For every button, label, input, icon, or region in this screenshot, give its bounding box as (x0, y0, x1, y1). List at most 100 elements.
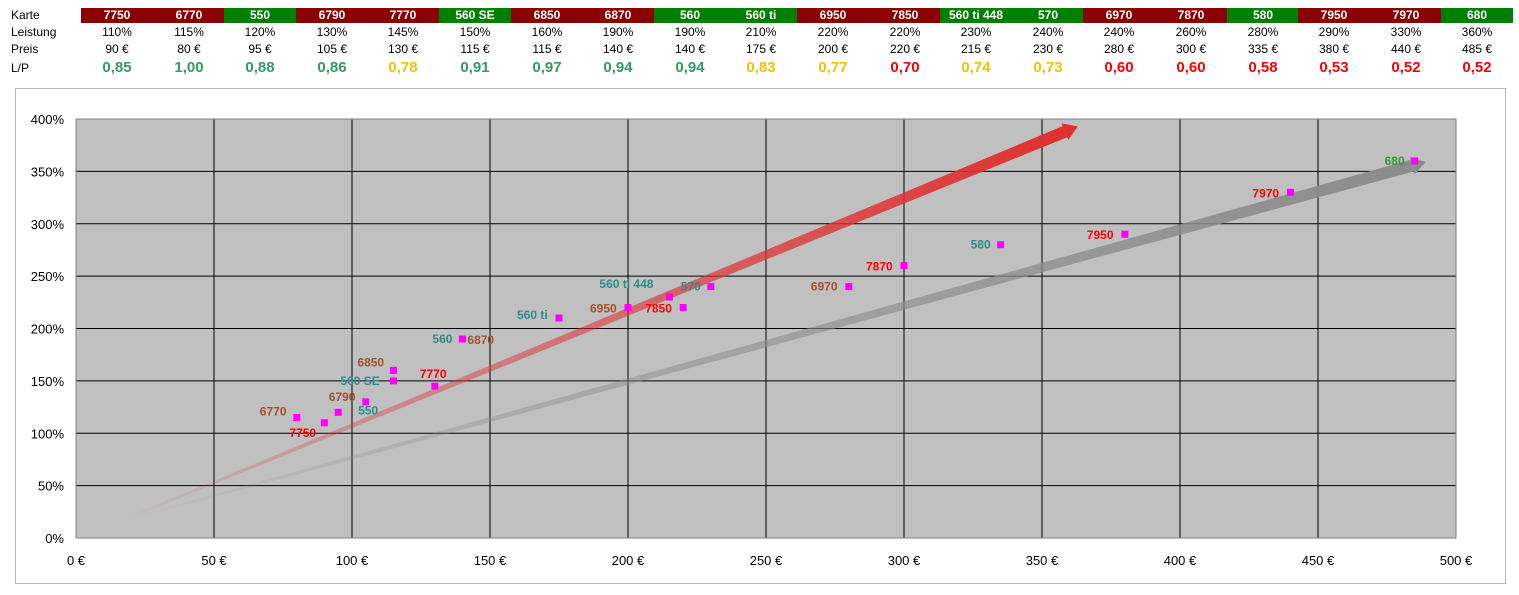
data-label: 7870 (866, 260, 893, 274)
data-label: 6950 (590, 302, 617, 316)
table-cell-leistung: 210% (745, 25, 777, 39)
y-tick-label: 250% (31, 269, 65, 284)
data-point (1121, 230, 1129, 238)
table-cell-karte: 7870 (1155, 8, 1227, 23)
table-cell-karte: 570 (1012, 8, 1084, 23)
data-label: 550 (358, 403, 378, 417)
y-tick-label: 100% (31, 426, 65, 441)
data-label: 7970 (1252, 186, 1279, 200)
table-cell-karte: 580 (1227, 8, 1299, 23)
table-cell-leistung: 240% (1103, 25, 1135, 39)
table-cell-preis: 140 € (602, 42, 634, 56)
data-point (845, 283, 853, 291)
data-label: 6870 (467, 333, 494, 347)
y-tick-label: 300% (31, 217, 65, 232)
table-cell-lp: 0,78 (388, 59, 418, 76)
table-cell-leistung: 190% (674, 25, 706, 39)
table-cell-karte: 560 ti (725, 8, 797, 23)
preis-row: Preis 90 € 80 € 95 € 105 € 130 € 115 € 115 € 14… (0, 42, 1519, 57)
table-cell-karte: 6970 (1083, 8, 1155, 23)
table-cell-karte: 7950 (1298, 8, 1370, 23)
table-cell-leistung: 190% (602, 25, 634, 39)
trend-arrow-red (117, 123, 1078, 524)
table-cell-karte: 560 (654, 8, 726, 23)
row-label-preis: Preis (11, 42, 39, 56)
data-point (334, 408, 342, 416)
x-tick-label: 500 € (1440, 553, 1473, 568)
table-cell-preis: 175 € (745, 42, 777, 56)
table-cell-lp: 0,52 (1462, 59, 1492, 76)
table-cell-leistung: 260% (1175, 25, 1207, 39)
table-cell-leistung: 130% (316, 25, 348, 39)
table-cell-lp: 0,73 (1033, 59, 1063, 76)
table-cell-leistung: 240% (1032, 25, 1064, 39)
data-point (320, 419, 328, 427)
x-tick-label: 200 € (612, 553, 645, 568)
table-cell-lp: 0,94 (603, 59, 633, 76)
trend-arrow-red-head (1061, 123, 1078, 140)
table-cell-leistung: 220% (817, 25, 849, 39)
x-tick-label: 450 € (1302, 553, 1335, 568)
table-cell-preis: 220 € (889, 42, 921, 56)
x-tick-label: 350 € (1026, 553, 1059, 568)
data-label: 560 (432, 332, 452, 346)
table-cell-leistung: 145% (387, 25, 419, 39)
table-cell-preis: 105 € (316, 42, 348, 56)
x-tick-label: 250 € (750, 553, 783, 568)
table-cell-lp: 0,52 (1391, 59, 1421, 76)
table-cell-karte: 6870 (582, 8, 654, 23)
x-tick-label: 0 € (67, 553, 86, 568)
table-cell-karte: 560 ti 448 (940, 8, 1012, 23)
y-tick-label: 400% (31, 112, 65, 127)
data-label: 7770 (420, 367, 447, 381)
data-point (389, 366, 397, 374)
table-cell-karte: 6850 (511, 8, 583, 23)
table-cell-lp: 0,58 (1248, 59, 1278, 76)
table-cell-karte: 7770 (367, 8, 439, 23)
data-label: 7750 (289, 426, 316, 440)
table-cell-lp: 1,00 (174, 59, 204, 76)
data-point (458, 335, 466, 343)
row-label-karte: Karte (11, 8, 40, 22)
table-cell-karte: 7970 (1370, 8, 1442, 23)
x-tick-label: 150 € (474, 553, 507, 568)
table-cell-lp: 0,60 (1176, 59, 1206, 76)
table-cell-leistung: 160% (531, 25, 563, 39)
table-cell-leistung: 330% (1390, 25, 1422, 39)
y-tick-label: 150% (31, 374, 65, 389)
table-cell-leistung: 360% (1461, 25, 1493, 39)
data-label: 560 ti (517, 308, 548, 322)
table-cell-karte: 550 (224, 8, 296, 23)
table-cell-leistung: 120% (244, 25, 276, 39)
table-cell-karte: 6790 (296, 8, 368, 23)
data-point (900, 262, 908, 270)
table-cell-leistung: 110% (102, 25, 132, 39)
table-cell-leistung: 220% (889, 25, 921, 39)
y-tick-label: 200% (31, 322, 65, 337)
table-cell-preis: 200 € (817, 42, 849, 56)
table-cell-preis: 115 € (460, 42, 490, 56)
data-label: 6770 (260, 405, 287, 419)
table-cell-preis: 80 € (177, 42, 201, 56)
table-cell-lp: 0,91 (460, 59, 490, 76)
table-cell-preis: 95 € (248, 42, 272, 56)
data-point (1286, 188, 1294, 196)
karte-row: Karte 7750 6770 550 6790 7770 560 SE 6850 6870 5… (0, 8, 1519, 23)
data-point (665, 293, 673, 301)
table-cell-karte: 6770 (153, 8, 225, 23)
data-point (1411, 157, 1419, 165)
table-cell-preis: 230 € (1032, 42, 1064, 56)
data-label: 560 ti 448 (599, 277, 653, 291)
table-cell-lp: 0,83 (746, 59, 776, 76)
data-label: 6850 (357, 355, 384, 369)
y-tick-label: 50% (38, 479, 64, 494)
table-cell-leistung: 115% (174, 25, 204, 39)
table-cell-lp: 0,86 (317, 59, 347, 76)
row-label-leistung: Leistung (11, 25, 57, 39)
data-label: 7950 (1087, 228, 1114, 242)
table-cell-preis: 380 € (1318, 42, 1350, 56)
table-cell-preis: 115 € (532, 42, 562, 56)
y-tick-label: 350% (31, 164, 65, 179)
table-cell-karte: 7750 (81, 8, 153, 23)
x-tick-label: 100 € (336, 553, 369, 568)
